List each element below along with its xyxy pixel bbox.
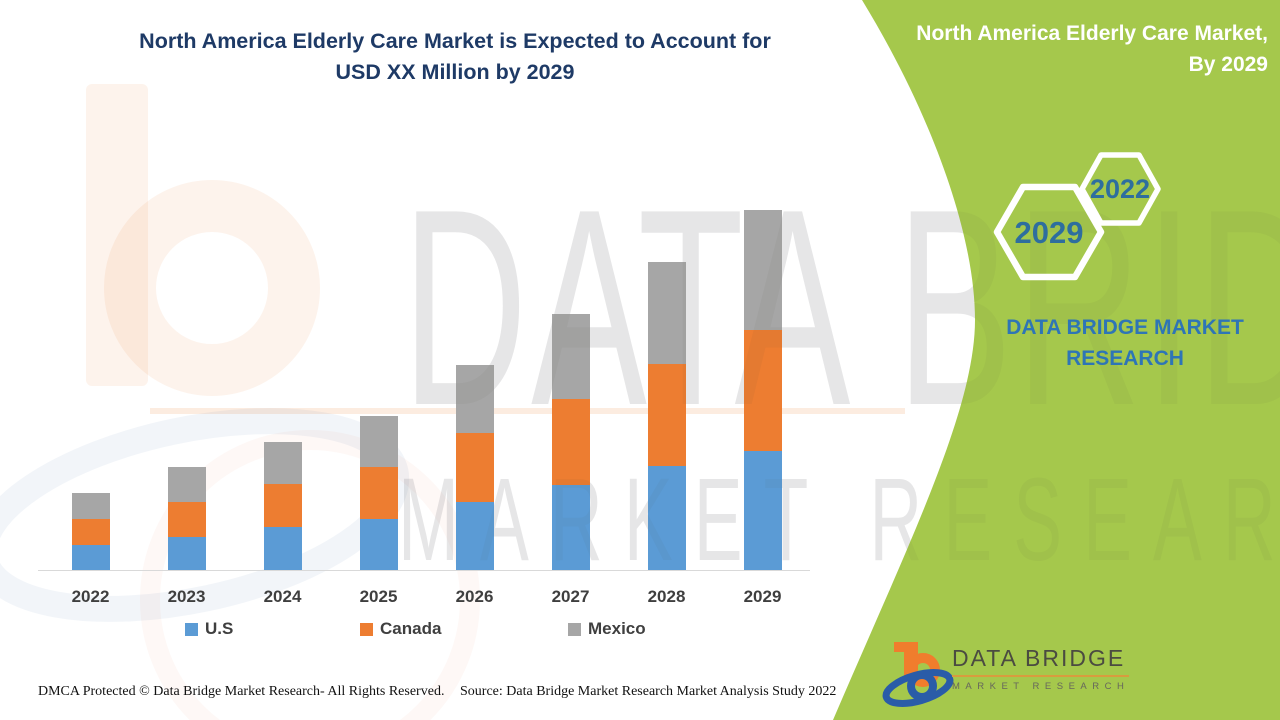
x-axis-label-2024: 2024: [263, 587, 302, 606]
x-axis-label-2025: 2025: [359, 587, 398, 606]
legend-label: Canada: [380, 619, 442, 638]
source-note: Source: Data Bridge Market Research Mark…: [460, 684, 837, 699]
hexagon-2029-icon: 2029: [993, 183, 1105, 281]
bar-segment-canada: [743, 330, 782, 451]
legend-item-canada: Canada: [360, 619, 441, 639]
legend-swatch-icon: [185, 622, 198, 636]
bar-segment-mexico: [359, 416, 398, 467]
bar-2028: [647, 262, 686, 570]
data-bridge-logo-icon: [882, 642, 954, 707]
bar-segment-mexico: [167, 467, 206, 502]
footer-brand-tagline: MARKET RESEARCH: [952, 681, 1130, 692]
bar-segment-us: [71, 545, 110, 570]
watermark-line1: DATA BRIDGE: [402, 152, 1280, 464]
bar-segment-canada: [263, 484, 302, 527]
bar-segment-us: [551, 485, 590, 570]
x-axis-line: [38, 570, 810, 571]
bar-2024: [263, 442, 302, 570]
watermark-line2-front: MARKET RESEARCH: [398, 454, 1280, 586]
x-axis-label-2022: 2022: [71, 587, 110, 606]
watermark-line1-front: DATA BRIDGE: [402, 152, 1280, 464]
bar-segment-us: [263, 527, 302, 570]
bar-segment-mexico: [743, 210, 782, 330]
bar-segment-mexico: [263, 442, 302, 484]
bar-2029: [743, 210, 782, 570]
hexagon-2022-label: 2022: [1090, 174, 1150, 204]
banner-heading: North America Elderly Care Market, By 20…: [868, 18, 1268, 80]
bar-2027: [551, 314, 590, 570]
page-title-line2: USD XX Million by 2029: [335, 60, 575, 84]
page-title: North America Elderly Care Market is Exp…: [75, 26, 835, 88]
bar-segment-us: [359, 519, 398, 570]
banner-heading-line2: By 2029: [1188, 53, 1268, 76]
bar-segment-mexico: [455, 365, 494, 433]
bar-segment-us: [455, 502, 494, 570]
bar-segment-us: [647, 466, 686, 570]
bar-segment-canada: [647, 364, 686, 466]
x-axis-label-2027: 2027: [551, 587, 590, 606]
bar-2025: [359, 416, 398, 570]
bar-segment-us: [167, 537, 206, 570]
bar-segment-canada: [71, 519, 110, 545]
hexagon-2029-label: 2029: [1015, 215, 1084, 250]
bar-segment-canada: [455, 433, 494, 502]
footer-brand-block: DATA BRIDGE MARKET RESEARCH: [952, 645, 1130, 692]
bar-segment-canada: [167, 502, 206, 537]
legend-label: Mexico: [588, 619, 646, 638]
x-axis-label-2029: 2029: [743, 587, 782, 606]
banner-heading-line1: North America Elderly Care Market,: [916, 22, 1268, 45]
x-axis-label-2023: 2023: [167, 587, 206, 606]
bar-segment-canada: [551, 399, 590, 485]
hexagon-2022-icon: 2022: [1079, 152, 1161, 226]
dmca-notice: DMCA Protected © Data Bridge Market Rese…: [38, 684, 445, 699]
bar-segment-mexico: [551, 314, 590, 399]
page-title-line1: North America Elderly Care Market is Exp…: [139, 29, 771, 53]
x-axis-label-2028: 2028: [647, 587, 686, 606]
footer-brand-name: DATA BRIDGE: [952, 645, 1130, 677]
bar-2026: [455, 365, 494, 570]
legend-item-mexico: Mexico: [568, 619, 646, 639]
legend-swatch-icon: [568, 622, 581, 636]
bar-2023: [167, 467, 206, 570]
legend-swatch-icon: [360, 622, 373, 636]
bar-segment-canada: [359, 467, 398, 519]
bar-2022: [71, 493, 110, 570]
bar-segment-mexico: [71, 493, 110, 519]
bar-segment-mexico: [647, 262, 686, 364]
x-axis-label-2026: 2026: [455, 587, 494, 606]
banner-brand-text: DATA BRIDGE MARKET RESEARCH: [1006, 316, 1244, 370]
legend-item-us: U.S: [185, 619, 233, 639]
bar-segment-us: [743, 451, 782, 570]
watermark-line2: MARKET RESEARCH: [398, 454, 1280, 586]
legend-label: U.S: [205, 619, 234, 638]
